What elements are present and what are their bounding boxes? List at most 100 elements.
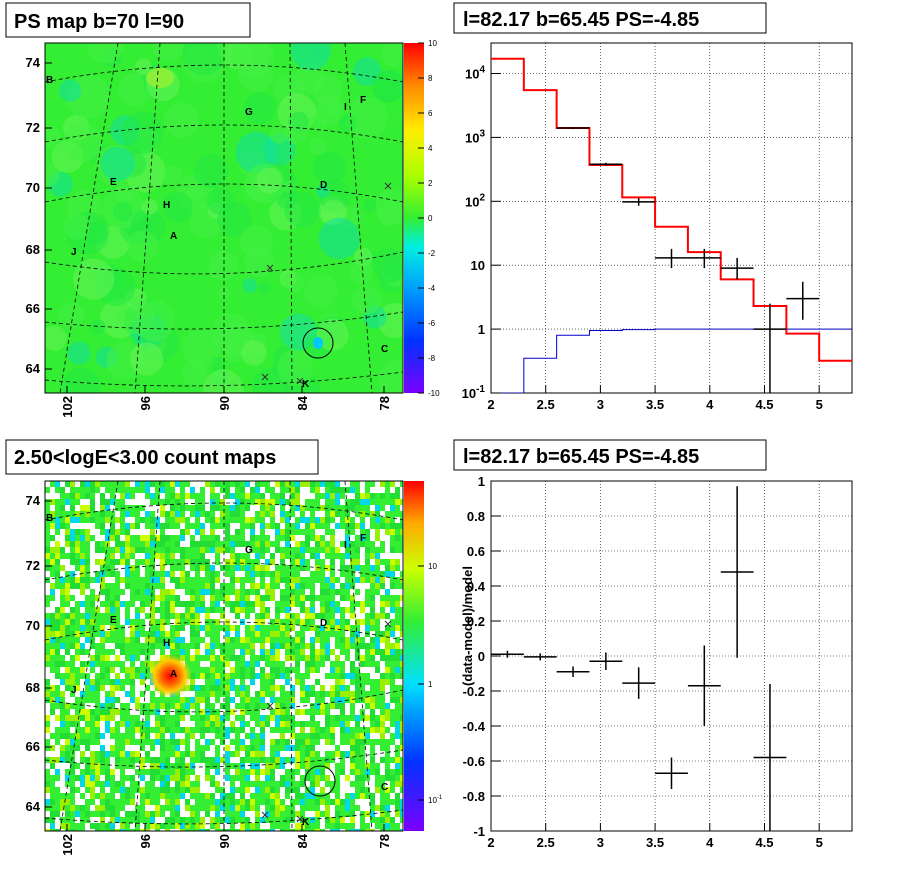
- count-map-pixel: [335, 487, 340, 493]
- ps-map-warm-blob: [146, 68, 174, 88]
- count-map-pixel: [285, 583, 290, 589]
- count-map-pixel: [200, 763, 205, 769]
- count-map-pixel: [260, 487, 265, 493]
- count-map-pixel: [290, 649, 295, 655]
- count-map-pixel: [240, 505, 245, 511]
- count-map-pixel: [190, 487, 195, 493]
- count-map-pixel: [70, 703, 75, 709]
- count-map-pixel: [140, 673, 145, 679]
- count-map-pixel: [260, 481, 265, 487]
- count-map-pixel: [330, 601, 335, 607]
- count-map-pixel: [195, 517, 200, 523]
- count-map-pixel: [65, 523, 70, 529]
- count-map-pixel: [220, 757, 225, 763]
- count-map-pixel: [305, 709, 310, 715]
- count-map-pixel: [195, 775, 200, 781]
- count-map-pixel: [135, 565, 140, 571]
- count-map-pixel: [80, 685, 85, 691]
- count-map-pixel: [345, 571, 350, 577]
- count-map-pixel: [400, 493, 403, 499]
- count-map-pixel: [365, 559, 370, 565]
- count-map-pixel: [245, 517, 250, 523]
- count-map-pixel: [300, 559, 305, 565]
- count-map-pixel: [285, 685, 290, 691]
- count-map-pixel: [55, 715, 60, 721]
- count-map-pixel: [255, 529, 260, 535]
- count-map-pixel: [255, 631, 260, 637]
- count-map-pixel: [170, 583, 175, 589]
- ps-map-source-circle: [302, 327, 334, 359]
- count-map-pixel: [230, 619, 235, 625]
- count-map-pixel: [345, 655, 350, 661]
- count-map-pixel: [225, 523, 230, 529]
- count-map-pixel: [170, 745, 175, 751]
- count-map-pixel: [365, 697, 370, 703]
- count-map-pixel: [340, 487, 345, 493]
- count-map-pixel: [120, 559, 125, 565]
- count-map-pixel: [345, 745, 350, 751]
- count-map-pixel: [165, 493, 170, 499]
- count-map-pixel: [55, 823, 60, 829]
- count-map-pixel: [180, 577, 185, 583]
- count-map-pixel: [60, 553, 65, 559]
- count-map-pixel: [165, 559, 170, 565]
- count-map-pixel: [360, 625, 365, 631]
- ps-map-title-box: [5, 2, 251, 38]
- count-map-pixel: [280, 649, 285, 655]
- count-map-pixel: [190, 703, 195, 709]
- count-map-pixel: [125, 817, 130, 823]
- ps-map-noise-blob: [211, 356, 226, 371]
- count-map-pixel: [365, 679, 370, 685]
- count-map-pixel: [350, 589, 355, 595]
- count-map-pixel: [370, 721, 375, 727]
- count-map-pixel: [390, 607, 395, 613]
- count-map-pixel: [60, 727, 65, 733]
- count-map-pixel: [335, 757, 340, 763]
- count-map-pixel: [260, 787, 265, 793]
- count-map-pixel: [355, 559, 360, 565]
- count-map-pixel: [215, 553, 220, 559]
- count-map-pixel: [220, 793, 225, 799]
- count-map-pixel: [355, 613, 360, 619]
- count-map-pixel: [105, 793, 110, 799]
- count-map-pixel: [320, 769, 325, 775]
- count-map-pixel: [315, 715, 320, 721]
- count-map-pixel: [155, 529, 160, 535]
- count-map-pixel: [235, 811, 240, 817]
- count-map-pixel: [305, 685, 310, 691]
- count-map-pixel: [195, 571, 200, 577]
- spectrum-ytick: 102: [465, 192, 485, 209]
- count-map-pixel: [330, 493, 335, 499]
- count-map-pixel: [370, 811, 375, 817]
- count-map-pixel: [55, 787, 60, 793]
- count-map-pixel: [205, 595, 210, 601]
- count-map-pixel: [280, 763, 285, 769]
- count-map-pixel: [135, 511, 140, 517]
- count-map-pixel: [305, 529, 310, 535]
- count-map-pixel: [265, 751, 270, 757]
- count-map-pixel: [50, 517, 55, 523]
- count-map-pixel: [355, 733, 360, 739]
- count-map-pixel: [360, 775, 365, 781]
- count-map-pixel: [100, 739, 105, 745]
- count-map-pixel: [50, 733, 55, 739]
- count-map-pixel: [125, 583, 130, 589]
- count-map-pixel: [100, 667, 105, 673]
- count-map-pixel: [185, 769, 190, 775]
- count-map-pixel: [170, 613, 175, 619]
- count-map-pixel: [150, 517, 155, 523]
- count-map-pixel: [165, 601, 170, 607]
- count-map-pixel: [165, 637, 170, 643]
- count-map-pixel: [295, 763, 300, 769]
- count-map-pixel: [225, 541, 230, 547]
- count-map-pixel: [105, 811, 110, 817]
- count-map-pixel: [325, 493, 330, 499]
- count-map-pixel: [300, 541, 305, 547]
- count-map-pixel: [205, 757, 210, 763]
- count-map-pixel: [165, 799, 170, 805]
- count-map-pixel: [335, 829, 340, 831]
- count-map-pixel: [195, 739, 200, 745]
- count-map-pixel: [355, 745, 360, 751]
- count-map-pixel: [340, 643, 345, 649]
- count-map-pixel: [285, 499, 290, 505]
